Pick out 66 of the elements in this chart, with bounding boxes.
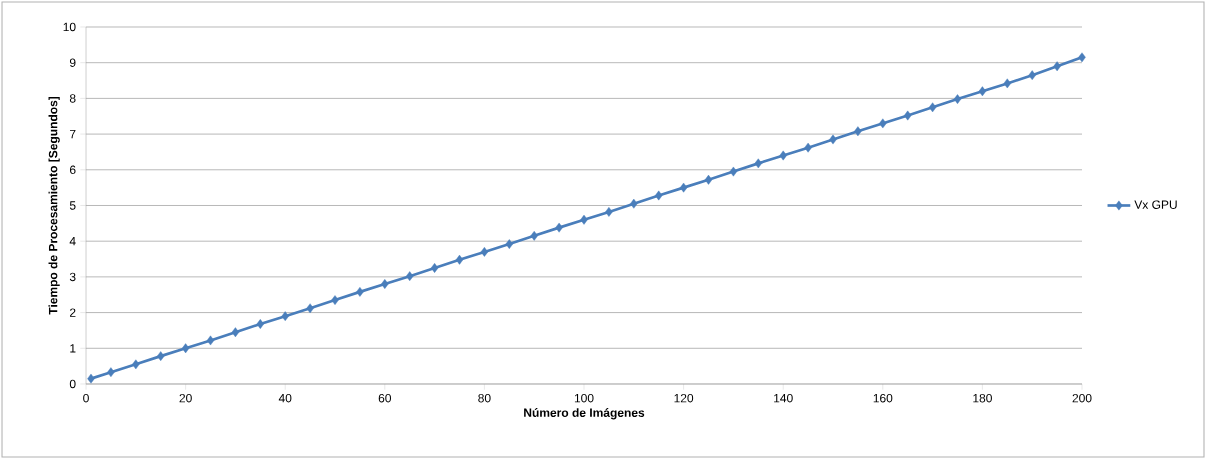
point	[381, 279, 389, 289]
x-tick-label: 60	[378, 393, 392, 403]
point	[605, 207, 613, 217]
point	[679, 182, 688, 193]
x-axis-title: Número de Imágenes	[524, 408, 645, 420]
x-tick-label: 40	[278, 393, 292, 403]
x-tick-label: 80	[478, 393, 491, 403]
point	[455, 254, 464, 265]
point	[904, 110, 912, 121]
y-axis-title: Tiempo de Procesamiento [Segundos]	[48, 96, 60, 315]
point	[107, 367, 115, 378]
point	[181, 343, 190, 354]
y-tick-label: 2	[69, 308, 76, 317]
x-tick-label: 140	[774, 393, 793, 403]
point	[928, 102, 937, 113]
point	[256, 319, 265, 329]
x-tick-label: 20	[179, 393, 192, 403]
point	[430, 263, 439, 273]
point	[480, 247, 489, 257]
point	[655, 190, 663, 201]
point	[978, 86, 987, 97]
x-tick-label: 0	[83, 393, 89, 403]
point	[704, 174, 713, 185]
point	[580, 214, 588, 225]
y-tick-label: 5	[69, 201, 76, 210]
point	[754, 158, 763, 169]
legend-label: Vx GPU	[1134, 200, 1177, 209]
point	[406, 271, 414, 282]
point	[729, 166, 738, 177]
point	[281, 311, 289, 322]
point	[87, 373, 95, 384]
point	[530, 230, 538, 241]
point	[231, 327, 240, 338]
point	[630, 198, 638, 209]
point	[356, 287, 364, 297]
y-tick-label: 8	[69, 94, 76, 103]
point	[879, 118, 887, 129]
point	[555, 222, 563, 233]
point	[953, 94, 962, 104]
point	[157, 351, 165, 362]
point	[505, 239, 514, 249]
point	[306, 303, 314, 314]
y-tick-label: 10	[63, 22, 76, 32]
point	[1078, 52, 1086, 63]
point	[829, 134, 837, 145]
point	[804, 142, 812, 153]
x-tick-label: 100	[574, 393, 594, 403]
x-tick-label: 180	[973, 393, 992, 403]
x-tick-label: 160	[873, 393, 893, 403]
x-tick-label: 120	[674, 393, 694, 403]
y-tick-label: 1	[70, 344, 76, 353]
point	[1028, 70, 1036, 81]
point	[132, 359, 140, 370]
point	[331, 295, 339, 305]
point	[779, 150, 787, 161]
x-tick-label: 200	[1072, 393, 1092, 403]
point	[854, 126, 862, 137]
y-tick-label: 7	[69, 129, 76, 139]
y-tick-label: 6	[69, 165, 76, 175]
y-tick-label: 3	[69, 272, 76, 282]
y-tick-label: 9	[69, 58, 76, 67]
point	[206, 335, 215, 346]
point	[1003, 78, 1011, 89]
point	[1053, 61, 1061, 72]
y-tick-label: 0	[69, 379, 76, 389]
y-tick-label: 4	[69, 237, 76, 246]
